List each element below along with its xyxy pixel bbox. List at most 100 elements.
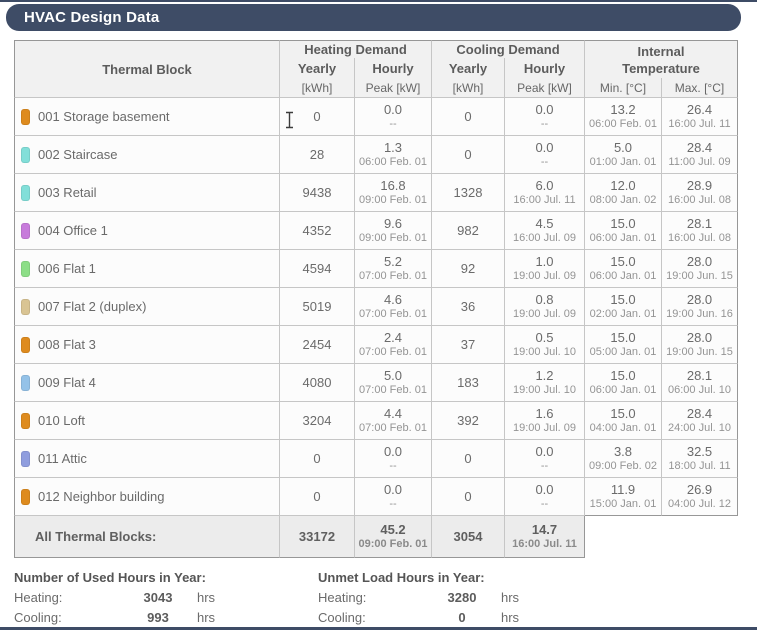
column-header-cooling-hourly: Hourly [505, 58, 585, 78]
total-heating-peak-time: 09:00 Feb. 01 [358, 537, 428, 550]
cooling-peak-time: 19:00 Jul. 10 [513, 383, 576, 396]
thermal-block-cell: 001 Storage basement [14, 98, 280, 136]
cooling-yearly-cell: 0 [432, 98, 505, 136]
temp-max-cell: 28.0 19:00 Jun. 16 [662, 288, 738, 326]
unit-heating-kwh: [kWh] [280, 78, 355, 98]
temp-min-cell: 15.0 02:00 Jan. 01 [585, 288, 662, 326]
temp-max-value: 28.1 [686, 215, 713, 231]
heating-peak-value: 16.8 [380, 177, 406, 193]
heating-peak-time: 07:00 Feb. 01 [359, 307, 427, 320]
unmet-hours-title: Unmet Load Hours in Year: [318, 570, 485, 585]
heating-yearly-value: 28 [309, 147, 325, 162]
total-cooling-peak-time: 16:00 Jul. 11 [512, 537, 577, 550]
total-row-label: All Thermal Blocks: [14, 516, 280, 558]
heating-yearly-value: 4080 [302, 375, 332, 390]
text-cursor-icon [286, 111, 293, 129]
cooling-yearly-value: 36 [460, 299, 476, 314]
cooling-yearly-value: 183 [457, 375, 479, 390]
cooling-peak-value: 0.8 [535, 291, 554, 307]
heating-peak-cell: 1.3 06:00 Feb. 01 [355, 136, 432, 174]
unit-heating-peak-kw: Peak [kW] [355, 78, 432, 98]
cooling-yearly-cell: 0 [432, 440, 505, 478]
cooling-value: 0 [458, 610, 466, 625]
heating-yearly-cell: 4352 [280, 212, 355, 250]
total-heating-yearly-cell: 33172 [280, 516, 355, 558]
thermal-block-color-chip [21, 298, 30, 315]
cooling-peak-cell: 1.2 19:00 Jul. 10 [505, 364, 585, 402]
cooling-peak-time: 16:00 Jul. 09 [513, 231, 576, 244]
total-heating-peak-value: 45.2 [380, 521, 406, 537]
heating-yearly-cell: 2454 [280, 326, 355, 364]
cooling-yearly-cell: 36 [432, 288, 505, 326]
cooling-peak-cell: 0.5 19:00 Jul. 10 [505, 326, 585, 364]
temp-max-time: 19:00 Jun. 15 [666, 345, 733, 358]
unit-cooling-kwh: [kWh] [432, 78, 505, 98]
column-header-temp-max: Max. [°C] [662, 78, 738, 98]
temp-max-value: 32.5 [686, 443, 713, 459]
heating-yearly-value: 0 [313, 489, 321, 504]
heating-peak-cell: 0.0 -- [355, 440, 432, 478]
temp-max-time: 06:00 Jul. 10 [668, 383, 731, 396]
temp-max-value: 28.4 [686, 405, 713, 421]
column-group-heating-demand: Heating Demand [280, 40, 432, 58]
cooling-yearly-value: 0 [464, 451, 472, 466]
heating-peak-value: 0.0 [383, 481, 403, 497]
thermal-block-color-chip [21, 260, 30, 277]
heating-peak-cell: 0.0 -- [355, 98, 432, 136]
cooling-peak-cell: 4.5 16:00 Jul. 09 [505, 212, 585, 250]
cooling-yearly-value: 0 [464, 147, 472, 162]
heating-yearly-value: 4594 [302, 261, 332, 276]
temp-max-value: 28.0 [686, 253, 713, 269]
heating-yearly-value: 5019 [302, 299, 332, 314]
cooling-peak-value: 0.0 [535, 101, 554, 117]
thermal-block-cell: 002 Staircase [14, 136, 280, 174]
cooling-peak-value: 1.2 [535, 367, 554, 383]
heating-peak-time: -- [389, 497, 397, 510]
column-header-thermal-block: Thermal Block [14, 40, 280, 98]
temp-min-cell: 5.0 01:00 Jan. 01 [585, 136, 662, 174]
cooling-peak-value: 0.0 [535, 443, 554, 459]
cooling-unit: hrs [501, 610, 520, 625]
temp-max-cell: 32.5 18:00 Jul. 11 [662, 440, 738, 478]
thermal-block-cell: 003 Retail [14, 174, 280, 212]
temp-max-value: 28.9 [686, 177, 713, 193]
heating-peak-cell: 9.6 09:00 Feb. 01 [355, 212, 432, 250]
heating-yearly-cell: 4594 [280, 250, 355, 288]
cooling-label: Cooling: [318, 610, 366, 625]
temp-min-time: 06:00 Jan. 01 [589, 383, 657, 396]
cooling-peak-value: 6.0 [535, 177, 554, 193]
cooling-peak-cell: 0.0 -- [505, 440, 585, 478]
cooling-peak-cell: 0.0 -- [505, 478, 585, 516]
temp-max-time: 16:00 Jul. 11 [668, 117, 731, 130]
cooling-peak-cell: 0.0 -- [505, 136, 585, 174]
hvac-table: Thermal Block Heating Demand Cooling Dem… [14, 40, 738, 558]
thermal-block-cell: 008 Flat 3 [14, 326, 280, 364]
cooling-peak-value: 1.6 [535, 405, 554, 421]
unmet-hours-block: Unmet Load Hours in Year: Heating: 3280 … [318, 568, 622, 628]
heating-unit: hrs [197, 590, 216, 605]
unit-cooling-peak-kw: Peak [kW] [505, 78, 585, 98]
cooling-peak-time: 19:00 Jul. 09 [513, 269, 576, 282]
temp-max-time: 18:00 Jul. 11 [668, 459, 731, 472]
temp-min-value: 15.0 [610, 329, 636, 345]
internal-group-line1: Internal [637, 43, 685, 59]
heating-value: 3043 [143, 590, 173, 605]
temp-max-cell: 28.0 19:00 Jun. 15 [662, 326, 738, 364]
thermal-block-cell: 006 Flat 1 [14, 250, 280, 288]
thermal-block-color-chip [21, 374, 30, 391]
cooling-peak-cell: 6.0 16:00 Jul. 11 [505, 174, 585, 212]
heating-peak-cell: 4.6 07:00 Feb. 01 [355, 288, 432, 326]
temp-min-value: 13.2 [610, 101, 636, 117]
temp-min-value: 15.0 [610, 215, 636, 231]
cooling-unit: hrs [197, 610, 216, 625]
cooling-yearly-cell: 183 [432, 364, 505, 402]
heating-value: 3280 [447, 590, 477, 605]
temp-max-cell: 28.0 19:00 Jun. 15 [662, 250, 738, 288]
heating-peak-value: 4.4 [383, 405, 403, 421]
temp-min-value: 15.0 [610, 405, 636, 421]
temp-min-cell: 3.8 09:00 Feb. 02 [585, 440, 662, 478]
thermal-block-name: 010 Loft [38, 413, 85, 428]
cooling-yearly-cell: 392 [432, 402, 505, 440]
heating-peak-value: 0.0 [383, 443, 403, 459]
